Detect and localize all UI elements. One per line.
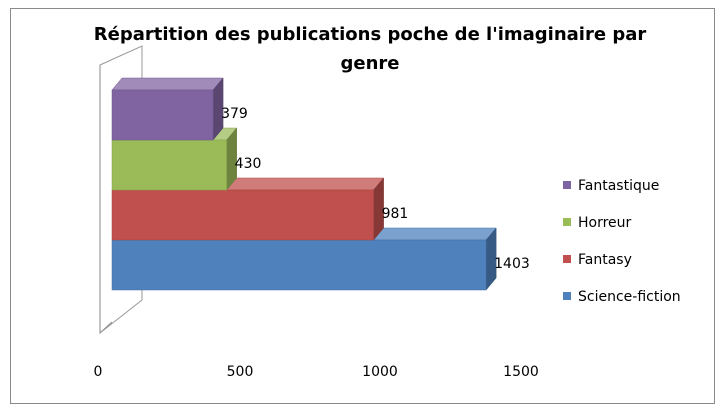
legend-label-science-fiction: Science-fiction (578, 289, 681, 305)
bar-top-fantastique (111, 77, 224, 91)
x-tick-label-1500: 1500 (503, 364, 539, 380)
x-tick-label-500: 500 (227, 364, 254, 380)
x-tick-label-1000: 1000 (362, 364, 398, 380)
bar-fantasy (111, 189, 374, 241)
bars-layer (111, 77, 497, 291)
axis-wall-left (99, 65, 113, 335)
legend: Fantastique Horreur Fantasy Science-fiction (563, 178, 681, 305)
chart-title: Répartition des publications poche de l'… (93, 24, 647, 74)
legend-swatch-fantasy (563, 255, 571, 263)
data-label-horreur: 430 (235, 156, 262, 172)
legend-swatch-science-fiction (563, 292, 571, 300)
legend-label-horreur: Horreur (578, 215, 632, 231)
labels-layer: 1403 981 430 379 (221, 106, 530, 272)
ticks-layer: 0 500 1000 1500 (94, 364, 539, 380)
data-label-fantasy: 981 (382, 206, 409, 222)
data-label-science-fiction: 1403 (494, 256, 530, 272)
legend-label-fantastique: Fantastique (578, 178, 659, 194)
legend-swatch-fantastique (563, 181, 571, 189)
bar-fantastique (111, 89, 214, 141)
bar-science-fiction (111, 239, 487, 291)
bar-horreur (111, 139, 227, 191)
x-tick-label-0: 0 (94, 364, 103, 380)
legend-swatch-horreur (563, 218, 571, 226)
data-label-fantastique: 379 (221, 106, 248, 122)
legend-label-fantasy: Fantasy (578, 252, 632, 268)
